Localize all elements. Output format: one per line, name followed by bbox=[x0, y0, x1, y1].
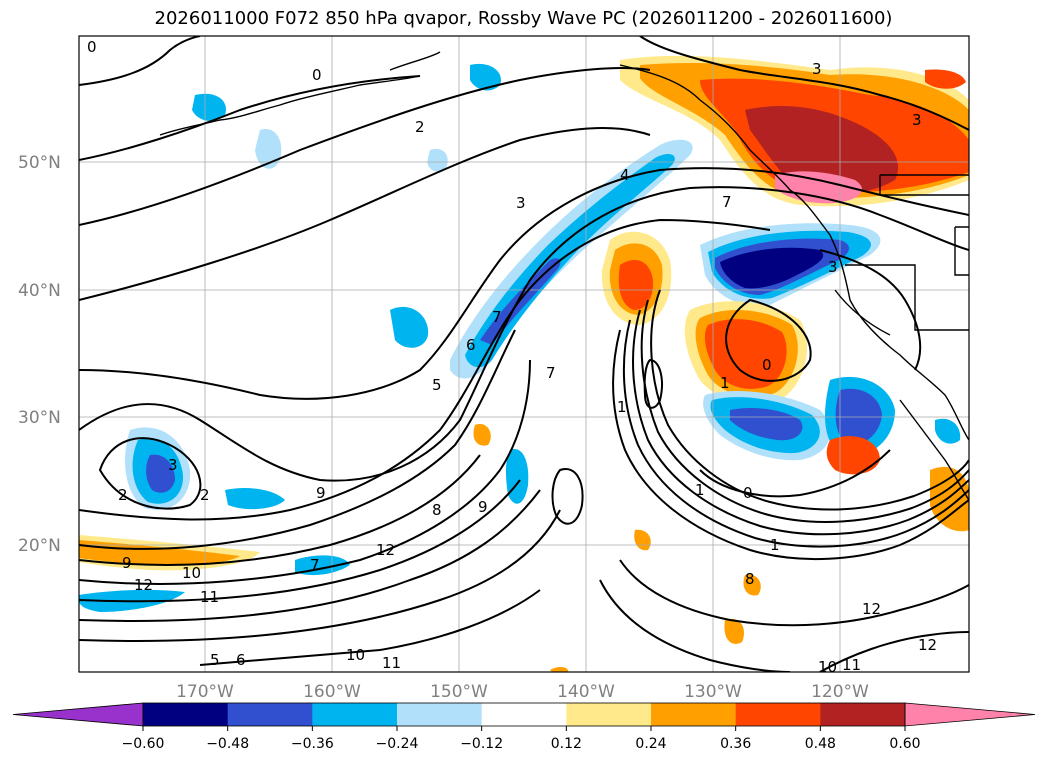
colorbar-swatch bbox=[397, 703, 483, 726]
contour-label: 2 bbox=[200, 486, 210, 504]
colorbar-swatch bbox=[312, 703, 398, 726]
colorbar-swatch bbox=[735, 703, 821, 726]
colorbar-swatch bbox=[566, 703, 652, 726]
colorbar-swatch bbox=[651, 703, 737, 726]
colorbar-tick-label: 0.24 bbox=[635, 736, 666, 752]
lat-label-50n: 50°N bbox=[18, 153, 61, 173]
contour-label: 10 bbox=[346, 646, 365, 664]
lat-label-30n: 30°N bbox=[18, 408, 61, 428]
contour-label: 3 bbox=[912, 111, 922, 129]
colorbar: −0.60 −0.48 −0.36 −0.24 −0.12 0.12 0.24 0.36 0.4… bbox=[12, 702, 1036, 752]
contour-label: 11 bbox=[842, 656, 861, 674]
contour-label: 1 bbox=[617, 398, 627, 416]
map-title: 2026011000 F072 850 hPa qvapor, Rossby W… bbox=[154, 8, 893, 29]
contour-labels: 0 0 2 3 3 4 3 7 3 5 6 7 1 7 0 1 2 0 1 3 … bbox=[87, 38, 937, 676]
contour-label: 12 bbox=[376, 541, 395, 559]
contour-label: 9 bbox=[122, 554, 132, 572]
colorbar-tick-label: 0.36 bbox=[720, 736, 751, 752]
shaded-anomaly-field bbox=[79, 55, 969, 672]
contour-label: 1 bbox=[770, 536, 780, 554]
contour-label: 0 bbox=[743, 484, 753, 502]
lon-label-130w: 130°W bbox=[684, 682, 742, 702]
contour-label: 12 bbox=[918, 636, 937, 654]
map-border bbox=[78, 35, 970, 673]
lon-label-160w: 160°W bbox=[303, 682, 361, 702]
colorbar-tick-label: −0.36 bbox=[291, 736, 334, 752]
contour-label: 0 bbox=[312, 66, 322, 84]
contour-label: 10 bbox=[818, 658, 837, 676]
contour-label: 8 bbox=[432, 501, 442, 519]
contour-label: 0 bbox=[762, 356, 772, 374]
contour-label: 12 bbox=[134, 576, 153, 594]
contour-label: 7 bbox=[546, 364, 556, 382]
contour-label: 7 bbox=[722, 193, 732, 211]
contour-label: 7 bbox=[310, 556, 320, 574]
lon-label-150w: 150°W bbox=[430, 682, 488, 702]
colorbar-tick-label: −0.12 bbox=[460, 736, 503, 752]
lon-label-140w: 140°W bbox=[557, 682, 615, 702]
colorbar-tick-label: −0.48 bbox=[206, 736, 249, 752]
contour-label: 1 bbox=[720, 374, 730, 392]
colorbar-swatch bbox=[820, 703, 906, 726]
contour-lines bbox=[79, 36, 969, 672]
contour-label: 7 bbox=[492, 308, 502, 326]
contour-label: 8 bbox=[745, 570, 755, 588]
longitude-labels: 170°W 160°W 150°W 140°W 130°W 120°W bbox=[176, 682, 869, 702]
lon-label-120w: 120°W bbox=[811, 682, 869, 702]
contour-label: 6 bbox=[236, 651, 246, 669]
lat-label-40n: 40°N bbox=[18, 281, 61, 301]
contour-label: 0 bbox=[87, 38, 97, 56]
contour-label: 5 bbox=[210, 651, 220, 669]
contour-label: 10 bbox=[182, 564, 201, 582]
contour-label: 3 bbox=[516, 194, 526, 212]
lat-label-20n: 20°N bbox=[18, 536, 61, 556]
colorbar-tick-label: −0.60 bbox=[122, 736, 165, 752]
colorbar-extend-low bbox=[12, 702, 144, 727]
colorbar-swatch bbox=[481, 703, 567, 726]
colorbar-tick-label: 0.48 bbox=[805, 736, 836, 752]
contour-label: 3 bbox=[812, 60, 822, 78]
contour-label: 2 bbox=[415, 118, 425, 136]
contour-label: 1 bbox=[695, 481, 705, 499]
latitude-labels: 50°N 40°N 30°N 20°N bbox=[18, 153, 61, 556]
colorbar-tick-label: −0.24 bbox=[376, 736, 419, 752]
contour-label: 3 bbox=[168, 456, 178, 474]
lon-label-170w: 170°W bbox=[176, 682, 234, 702]
colorbar-swatch bbox=[143, 703, 229, 726]
colorbar-swatch bbox=[227, 703, 313, 726]
colorbar-border bbox=[142, 702, 906, 727]
contour-label: 6 bbox=[466, 336, 476, 354]
colorbar-extend-high bbox=[904, 702, 1036, 727]
contour-label: 3 bbox=[828, 258, 838, 276]
contour-label: 11 bbox=[382, 654, 401, 672]
map-area: 0 0 2 3 3 4 3 7 3 5 6 7 1 7 0 1 2 0 1 3 … bbox=[79, 36, 969, 676]
colorbar-tick-label: 0.60 bbox=[889, 736, 920, 752]
coastlines bbox=[159, 51, 969, 501]
colorbar-tick-label: 0.12 bbox=[551, 736, 582, 752]
contour-label: 11 bbox=[200, 588, 219, 606]
contour-label: 9 bbox=[316, 484, 326, 502]
contour-label: 12 bbox=[862, 600, 881, 618]
contour-label: 9 bbox=[478, 498, 488, 516]
contour-label: 4 bbox=[620, 166, 630, 184]
contour-label: 2 bbox=[118, 486, 128, 504]
contour-label: 5 bbox=[432, 376, 442, 394]
